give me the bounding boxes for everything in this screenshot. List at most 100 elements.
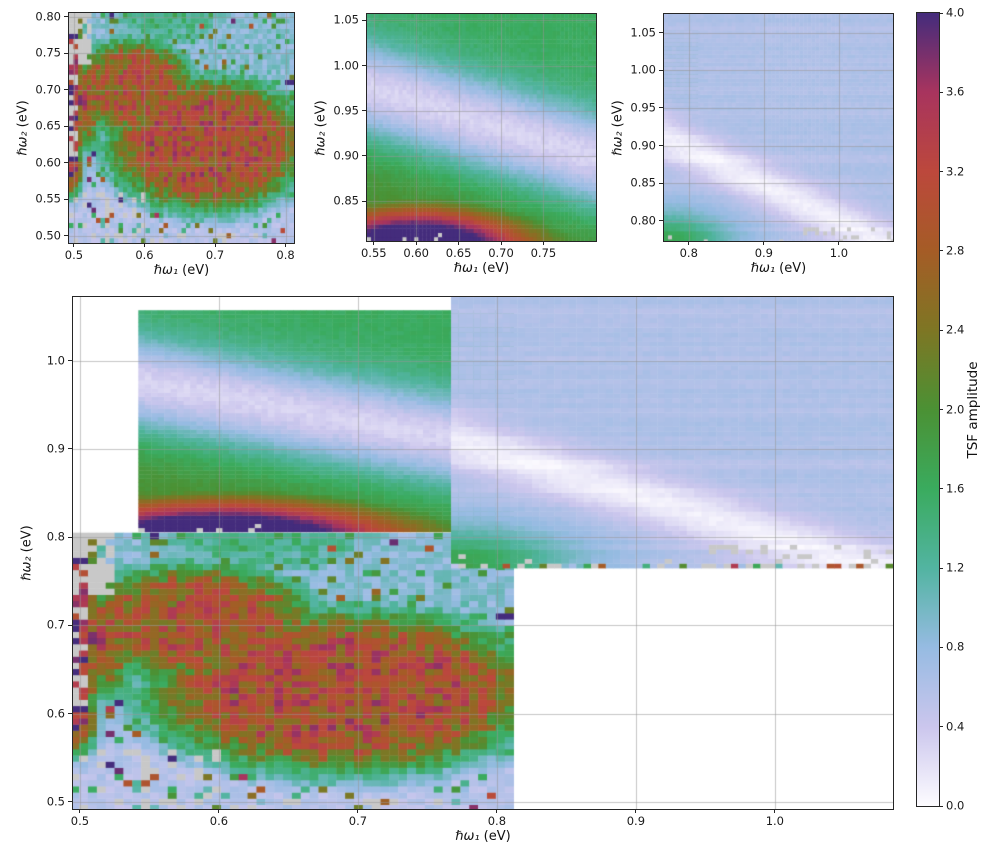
y-tick-mark <box>362 65 366 67</box>
x-tick-mark <box>373 241 375 245</box>
x-tick-label: 0.9 <box>754 246 773 260</box>
x-axis-symbol: ℏω₁ <box>455 829 480 844</box>
x-tick-label: 0.8 <box>679 246 698 260</box>
colorbar-tick-mark <box>939 250 943 252</box>
x-tick-label: 0.7 <box>205 248 225 262</box>
x-tick-mark <box>635 809 637 813</box>
y-tick-label: 0.75 <box>35 45 61 60</box>
colorbar-tick-label: 0.4 <box>946 718 965 733</box>
y-tick-label: 0.60 <box>35 154 61 169</box>
x-tick-label: 0.65 <box>445 246 472 260</box>
x-axis-unit: (eV) <box>483 829 511 844</box>
y-tick-label: 1.05 <box>630 25 656 40</box>
x-tick-label: 0.70 <box>488 246 514 260</box>
colorbar-tick-mark <box>939 409 943 410</box>
x-axis-label: ℏω₁ (eV) <box>454 261 509 276</box>
y-tick-mark <box>362 110 366 112</box>
y-axis-symbol: ℏω₂ <box>15 131 31 156</box>
y-tick-label: 0.90 <box>333 148 359 163</box>
colorbar-tick-label: 4.0 <box>946 5 965 20</box>
y-tick-mark <box>659 32 663 34</box>
y-tick-label: 0.55 <box>35 191 61 206</box>
y-tick-mark <box>362 155 366 157</box>
heatmap-panel-low-energy: ℏω₁ (eV) ℏω₂(eV) 0.5 0.6 0.7 0.8 0.50 0.55 0.60… <box>16 10 295 278</box>
x-tick-mark <box>214 243 216 247</box>
colorbar-title: TSF amplitude <box>965 360 981 459</box>
y-tick-mark <box>659 69 663 71</box>
x-axis-unit: (eV) <box>182 263 210 278</box>
x-axis-label: ℏω₁ (eV) <box>751 261 806 276</box>
y-tick-mark <box>64 235 68 237</box>
colorbar-tick-mark <box>939 488 943 490</box>
y-axis-symbol: ℏω₂ <box>19 556 35 581</box>
y-axis-unit: (eV) <box>313 99 329 127</box>
colorbar-tick-label: 0.0 <box>946 798 965 813</box>
y-tick-mark <box>659 182 663 184</box>
y-axis-unit: (eV) <box>15 100 31 128</box>
y-tick-label: 0.80 <box>630 212 656 227</box>
y-tick-label: 0.6 <box>46 705 65 720</box>
heatmap-canvas-low-energy <box>69 13 294 243</box>
x-tick-mark <box>496 809 498 813</box>
x-tick-mark <box>542 241 544 245</box>
x-tick-mark <box>774 809 776 813</box>
x-tick-mark <box>143 243 145 247</box>
y-tick-label: 0.85 <box>333 193 359 208</box>
y-tick-label: 0.50 <box>35 227 61 242</box>
colorbar-tick-label: 0.8 <box>946 639 965 654</box>
heatmap-canvas-mid-energy <box>367 14 596 241</box>
colorbar-tick-mark <box>939 12 943 14</box>
colorbar-tick-label: 3.2 <box>946 163 965 178</box>
x-tick-mark <box>763 241 765 245</box>
y-tick-mark <box>68 713 72 715</box>
colorbar-tick-label: 2.4 <box>946 322 965 337</box>
colorbar: TSF amplitude 0.0 0.4 0.8 1.2 1.6 2.0 2.4 2.8 3.… <box>916 7 981 811</box>
y-tick-mark <box>659 145 663 147</box>
y-tick-mark <box>362 19 366 21</box>
x-axis-symbol: ℏω₁ <box>750 261 776 276</box>
y-tick-mark <box>68 624 72 626</box>
x-tick-label: 1.0 <box>829 246 849 260</box>
y-axis-label: ℏω₂ (eV) <box>314 100 329 155</box>
x-axis-unit: (eV) <box>482 261 510 276</box>
y-tick-mark <box>659 107 663 109</box>
y-tick-mark <box>64 198 68 200</box>
colorbar-gradient <box>917 13 939 806</box>
y-tick-mark <box>64 125 68 127</box>
colorbar-tick-mark <box>939 726 943 728</box>
y-tick-mark <box>68 801 72 803</box>
heatmap-panel-mid-energy: ℏω₁ (eV) ℏω₂(eV) 0.55 0.60 0.65 0.70 0.75 0.85… <box>314 13 597 276</box>
colorbar-tick-mark <box>939 329 943 331</box>
colorbar-tick-mark <box>939 171 943 173</box>
x-tick-label: 0.6 <box>135 248 154 262</box>
x-axis-symbol: ℏω₁ <box>453 261 479 276</box>
x-axis-unit: (eV) <box>779 261 807 276</box>
y-tick-label: 0.95 <box>333 103 359 118</box>
x-tick-mark <box>73 243 75 247</box>
x-tick-mark <box>688 241 690 245</box>
y-tick-label: 0.80 <box>35 8 61 23</box>
x-axis-symbol: ℏω₁ <box>153 263 179 278</box>
x-tick-label: 0.9 <box>626 814 646 828</box>
y-tick-label: 0.90 <box>630 137 656 152</box>
x-tick-mark <box>79 809 81 813</box>
colorbar-tick-label: 3.6 <box>946 84 965 99</box>
heatmap-panel-high-energy: ℏω₁ (eV) ℏω₂(eV) 0.8 0.9 1.0 0.80 0.85 0.90 0.9… <box>611 13 894 276</box>
y-axis-symbol: ℏω₂ <box>610 130 626 156</box>
y-tick-label: 0.95 <box>630 100 656 115</box>
heatmap-panel-composite: ℏω₁ (eV) ℏω₂(eV) 0.5 0.6 0.7 0.8 0.9 1.0 0.5 0.6… <box>20 296 894 844</box>
x-tick-label: 0.5 <box>70 814 90 828</box>
x-tick-label: 1.0 <box>765 814 785 828</box>
x-tick-label: 0.5 <box>64 248 84 262</box>
y-tick-mark <box>64 89 68 91</box>
x-tick-mark <box>415 241 417 245</box>
colorbar-tick-mark <box>939 805 943 807</box>
y-axis-unit: (eV) <box>610 99 626 127</box>
y-tick-mark <box>68 536 72 538</box>
y-axis-symbol: ℏω₂ <box>313 130 329 156</box>
x-tick-label: 0.8 <box>487 814 507 828</box>
x-tick-mark <box>357 809 359 813</box>
y-axis-label: ℏω₂ (eV) <box>20 525 35 580</box>
x-tick-label: 0.55 <box>360 246 387 260</box>
x-tick-label: 0.6 <box>209 814 229 828</box>
